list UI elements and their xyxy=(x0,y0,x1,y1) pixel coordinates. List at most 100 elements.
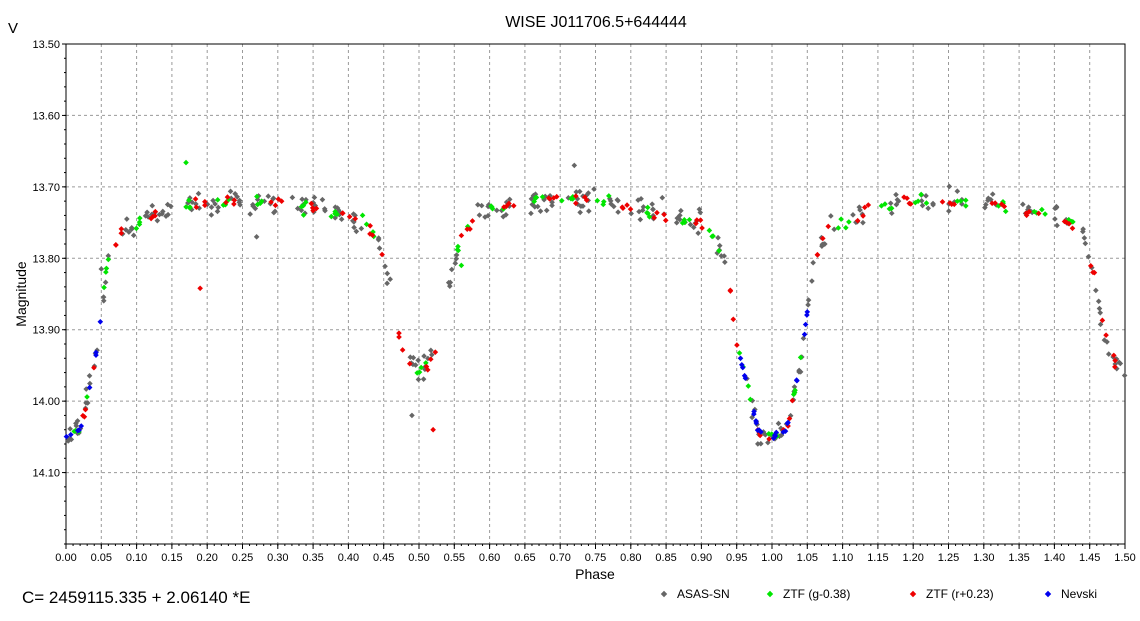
data-point xyxy=(409,412,415,419)
data-point xyxy=(308,200,315,207)
data-point xyxy=(458,232,465,239)
data-point xyxy=(529,201,536,208)
data-point xyxy=(1035,210,1042,217)
data-point xyxy=(846,219,852,225)
data-point xyxy=(425,355,431,362)
data-point xyxy=(152,213,158,219)
data-point xyxy=(195,190,202,197)
data-point xyxy=(577,209,583,216)
data-point xyxy=(299,196,305,203)
data-point xyxy=(814,251,821,258)
data-point xyxy=(659,194,666,201)
data-point xyxy=(615,197,621,204)
data-point xyxy=(164,201,171,208)
legend-marker xyxy=(909,590,917,598)
data-point xyxy=(215,204,222,211)
data-point xyxy=(819,241,826,248)
x-tick-label: 1.20 xyxy=(902,552,923,564)
data-point xyxy=(376,245,383,252)
data-point xyxy=(63,433,70,440)
data-point xyxy=(651,214,658,221)
data-point xyxy=(1105,351,1112,357)
data-point xyxy=(620,205,626,212)
data-point xyxy=(901,194,907,200)
data-point xyxy=(573,193,579,199)
x-tick-label: 1.25 xyxy=(938,552,959,564)
data-point xyxy=(819,235,826,242)
data-point xyxy=(446,283,453,289)
data-point xyxy=(71,428,78,435)
data-point xyxy=(1080,228,1086,235)
data-point xyxy=(982,204,988,211)
data-point xyxy=(887,200,894,207)
data-point xyxy=(187,204,193,210)
data-point xyxy=(758,440,764,447)
data-point xyxy=(794,377,800,384)
data-point xyxy=(332,210,338,217)
data-point xyxy=(359,212,366,219)
data-point xyxy=(805,302,811,308)
data-point xyxy=(1111,352,1117,359)
data-point xyxy=(407,354,414,361)
data-point xyxy=(418,364,424,371)
data-point xyxy=(528,210,534,217)
data-point xyxy=(745,383,752,389)
data-point xyxy=(275,196,282,202)
data-point xyxy=(476,212,483,218)
data-point xyxy=(895,198,902,204)
data-point xyxy=(998,201,1005,207)
data-point xyxy=(804,312,810,318)
data-point xyxy=(919,202,926,209)
data-point xyxy=(375,235,382,241)
data-point xyxy=(1097,309,1104,316)
data-point xyxy=(694,217,700,223)
grid xyxy=(66,44,1125,544)
data-point xyxy=(148,215,154,222)
data-point xyxy=(838,216,844,222)
data-point xyxy=(606,193,612,199)
data-point xyxy=(149,202,156,209)
data-point xyxy=(202,202,208,209)
data-point xyxy=(86,373,93,379)
data-point xyxy=(429,351,435,358)
data-point xyxy=(136,219,143,225)
data-point xyxy=(888,210,895,217)
data-point xyxy=(945,208,952,214)
data-point xyxy=(886,206,893,212)
data-point xyxy=(74,430,81,437)
data-point xyxy=(954,198,961,204)
data-point xyxy=(784,420,791,427)
y-tick-label: 13.70 xyxy=(32,182,60,194)
data-point xyxy=(133,225,140,232)
x-tick-label: 0.85 xyxy=(655,552,676,564)
data-point xyxy=(298,203,305,210)
data-point xyxy=(319,196,326,203)
data-point xyxy=(503,199,510,205)
y-tick-label: 13.90 xyxy=(32,325,60,337)
data-point xyxy=(543,207,550,214)
data-point xyxy=(800,335,807,342)
x-tick-label: 1.15 xyxy=(867,552,888,564)
data-point xyxy=(100,297,107,304)
data-point xyxy=(220,202,227,208)
data-point xyxy=(727,287,734,294)
data-point xyxy=(469,218,476,224)
data-point xyxy=(234,193,241,200)
data-point xyxy=(550,195,557,201)
data-point xyxy=(102,279,109,286)
data-point xyxy=(558,197,565,204)
data-point xyxy=(300,212,307,218)
data-point xyxy=(399,347,406,353)
data-points xyxy=(63,159,1128,447)
data-point xyxy=(128,224,135,231)
data-point xyxy=(1039,206,1045,213)
data-point xyxy=(197,285,203,292)
data-point xyxy=(183,159,189,166)
data-point xyxy=(165,211,171,218)
data-point xyxy=(930,200,936,207)
data-point xyxy=(336,209,343,215)
data-point xyxy=(1099,317,1106,324)
data-point xyxy=(396,330,402,336)
data-point xyxy=(311,194,318,201)
data-point xyxy=(367,231,373,237)
